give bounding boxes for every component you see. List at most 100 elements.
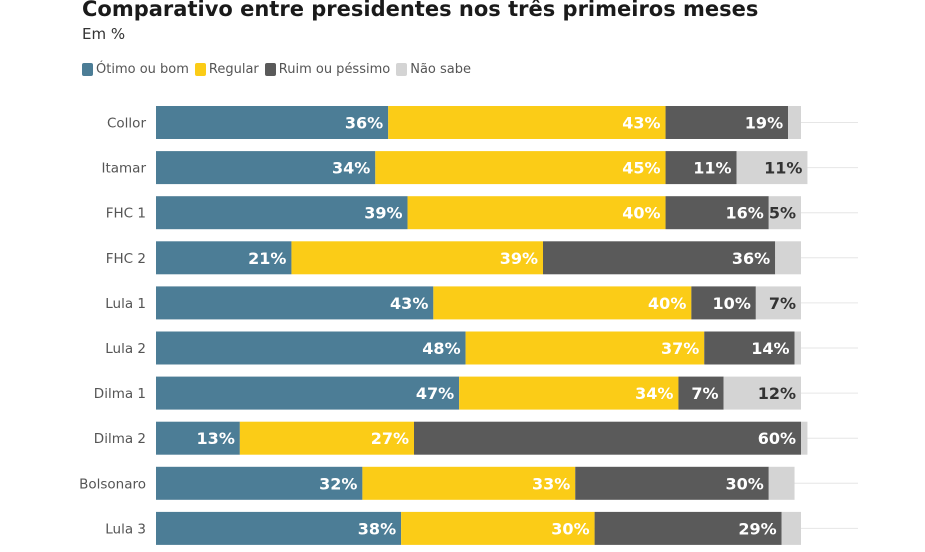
bar-segment	[788, 106, 801, 139]
bar-segment	[362, 466, 576, 500]
bar-segment	[156, 421, 240, 455]
category-label: Dilma 1	[94, 386, 146, 402]
bar-segment	[407, 196, 666, 230]
bar-segment	[665, 106, 789, 139]
data-label: 11%	[693, 159, 731, 178]
data-label: 16%	[725, 204, 763, 223]
data-label: 36%	[732, 249, 770, 268]
legend-label: Não sabe	[410, 62, 471, 77]
data-label: 37%	[661, 339, 699, 358]
data-label: 34%	[332, 159, 370, 178]
bar-segment	[691, 286, 756, 320]
category-label: Lula 3	[105, 521, 146, 537]
data-label: 36%	[345, 114, 383, 133]
category-label: Lula 1	[105, 296, 146, 312]
bar-segment	[401, 511, 595, 545]
bar-segment	[156, 151, 376, 185]
data-label: 32%	[319, 474, 357, 493]
data-label: 48%	[422, 339, 460, 358]
legend-item-regular: Regular	[194, 62, 259, 77]
data-label: 34%	[635, 384, 673, 403]
category-label: FHC 2	[106, 251, 146, 267]
data-label: 27%	[371, 429, 409, 448]
bar-segment	[239, 421, 414, 455]
bar-segment	[781, 511, 801, 545]
data-label: 33%	[532, 474, 570, 493]
bar-segment	[665, 151, 737, 185]
legend-label: Ótimo ou bom	[96, 62, 189, 77]
bar-segment	[156, 376, 460, 410]
data-label: 7%	[769, 294, 796, 313]
data-label: 38%	[358, 519, 396, 538]
bar-segment	[794, 331, 801, 365]
data-label: 43%	[390, 294, 428, 313]
bar-segment	[768, 466, 795, 500]
data-label: 43%	[622, 114, 660, 133]
bar-segment	[433, 286, 692, 320]
data-label: 14%	[751, 339, 789, 358]
bar-segment	[704, 331, 795, 365]
bar-segment	[723, 376, 801, 410]
bar-segment	[543, 241, 776, 275]
chart-title: Comparativo entre presidentes nos três p…	[82, 0, 759, 21]
bar-segment	[156, 331, 466, 365]
bar-segment	[755, 286, 801, 320]
data-label: 45%	[622, 159, 660, 178]
data-label: 13%	[197, 429, 235, 448]
legend-item-otimo-ou-bom: Ótimo ou bom	[82, 62, 189, 77]
data-label: 39%	[364, 204, 402, 223]
legend-swatch	[82, 63, 93, 76]
category-label: Itamar	[101, 161, 146, 177]
data-label: 39%	[500, 249, 538, 268]
legend-label: Ruim ou péssimo	[278, 62, 391, 77]
bar-segment	[594, 511, 782, 545]
data-label: 7%	[691, 384, 718, 403]
legend-swatch	[396, 63, 408, 76]
category-label: FHC 1	[106, 206, 146, 222]
bar-segment	[414, 421, 801, 455]
bar-segment	[575, 466, 769, 500]
bar-segment	[156, 241, 292, 275]
bar-segment	[156, 286, 434, 320]
legend: Ótimo ou bom Regular Ruim ou péssimo Não…	[82, 62, 477, 77]
data-label: 47%	[416, 384, 454, 403]
data-label: 12%	[758, 384, 796, 403]
data-label: 30%	[551, 519, 589, 538]
bar-segment	[156, 106, 389, 139]
category-label: Lula 2	[105, 341, 146, 357]
bar-segment	[156, 511, 402, 545]
bar-segment	[736, 151, 808, 185]
category-label: Dilma 2	[94, 431, 146, 447]
legend-item-ruim-ou-pessimo: Ruim ou péssimo	[264, 62, 391, 77]
data-label: 5%	[769, 204, 796, 223]
bar-segment	[459, 376, 679, 410]
data-label: 30%	[725, 474, 763, 493]
legend-swatch	[264, 63, 276, 76]
bar-segment	[156, 196, 408, 230]
data-label: 40%	[622, 204, 660, 223]
bar-segment	[291, 241, 543, 275]
chart-subtitle: Em %	[82, 25, 126, 43]
bar-segment	[801, 421, 808, 455]
data-label: 19%	[745, 114, 783, 133]
data-label: 60%	[758, 429, 796, 448]
bar-segment	[665, 196, 769, 230]
bar-segment	[375, 151, 666, 185]
category-label: Collor	[107, 116, 146, 132]
legend-label: Regular	[208, 62, 259, 77]
data-label: 21%	[248, 249, 286, 268]
data-label: 40%	[648, 294, 686, 313]
legend-swatch	[194, 63, 206, 76]
data-label: 29%	[738, 519, 776, 538]
data-label: 11%	[764, 159, 802, 178]
bar-segment	[775, 241, 801, 275]
bar-segment	[678, 376, 724, 410]
bar-segment	[768, 196, 801, 230]
bar-segment	[465, 331, 705, 365]
data-label: 10%	[713, 294, 751, 313]
category-label: Bolsonaro	[79, 476, 146, 492]
legend-item-nao-sabe: Não sabe	[396, 62, 471, 77]
bar-segment	[388, 106, 666, 139]
bar-segment	[156, 466, 363, 500]
